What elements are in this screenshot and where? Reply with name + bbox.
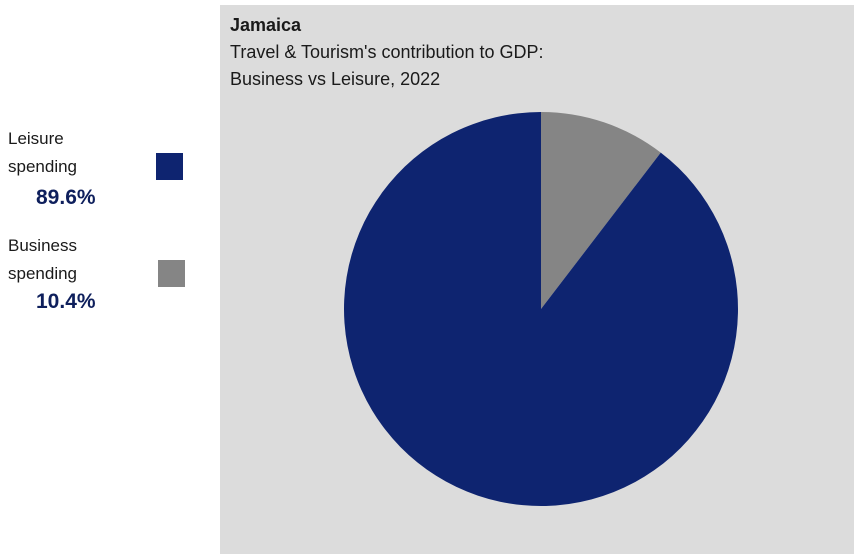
chart-panel: Jamaica Travel & Tourism's contribution … xyxy=(220,5,854,554)
legend-swatch-business xyxy=(158,260,185,287)
legend-label-business-line2: spending xyxy=(8,264,78,283)
chart-legend: Leisure spending 89.6% Business spending… xyxy=(0,0,210,554)
chart-title-block: Jamaica Travel & Tourism's contribution … xyxy=(230,11,544,93)
chart-subtitle-line1: Travel & Tourism's contribution to GDP: xyxy=(230,42,544,62)
chart-title: Jamaica xyxy=(230,15,302,35)
legend-label-business-line1: Business xyxy=(8,236,77,255)
pie-slice-leisure xyxy=(344,112,738,506)
legend-label-leisure-line1: Leisure xyxy=(8,129,64,148)
legend-value-leisure: 89.6% xyxy=(36,186,96,209)
chart-subtitle-line2: Business vs Leisure, 2022 xyxy=(230,69,441,89)
pie-slice-business xyxy=(541,112,661,309)
pie-chart xyxy=(344,112,738,506)
legend-label-leisure-line2: spending xyxy=(8,157,78,176)
legend-swatch-leisure xyxy=(156,153,183,180)
legend-value-business: 10.4% xyxy=(36,290,96,313)
